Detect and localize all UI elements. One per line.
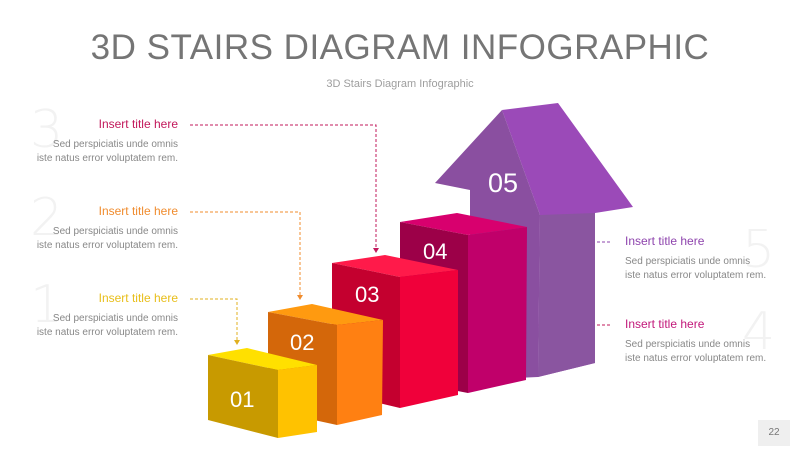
item-desc-line1: Sed perspiciatis unde omnis [625, 256, 751, 267]
item-1: Insert title here Sed perspiciatis unde … [20, 291, 178, 340]
item-4: Insert title here Sed perspiciatis unde … [625, 317, 785, 366]
big-number-4: 4 [742, 302, 776, 362]
item-title: Insert title here [625, 317, 705, 331]
step-label-03: 03 [355, 282, 379, 307]
item-desc-line2: iste natus error voluptatem rem. [625, 270, 767, 281]
item-desc-line2: iste natus error voluptatem rem. [36, 327, 178, 338]
item-desc-line1: Sed perspiciatis unde omnis [52, 226, 178, 237]
item-desc-line1: Sed perspiciatis unde omnis [52, 313, 178, 324]
item-desc-line1: Sed perspiciatis unde omnis [625, 339, 751, 350]
big-number-5: 5 [742, 220, 776, 280]
big-number-1: 1 [30, 275, 64, 335]
item-desc-line2: iste natus error voluptatem rem. [36, 240, 178, 251]
step-label-05: 05 [488, 168, 518, 198]
item-3: Insert title here Sed perspiciatis unde … [20, 117, 178, 166]
page-title: 3D STAIRS DIAGRAM INFOGRAPHIC [90, 28, 710, 67]
item-title: Insert title here [98, 117, 178, 131]
item-title: Insert title here [98, 291, 178, 305]
step-label-04: 04 [423, 239, 447, 264]
item-desc-line2: iste natus error voluptatem rem. [625, 353, 767, 364]
page-number: 22 [758, 420, 790, 446]
item-2: Insert title here Sed perspiciatis unde … [20, 204, 178, 253]
big-number-3: 3 [30, 100, 64, 160]
page-subtitle: 3D Stairs Diagram Infographic [326, 78, 474, 90]
item-desc-line1: Sed perspiciatis unde omnis [52, 139, 178, 150]
step-label-01: 01 [230, 387, 254, 412]
item-title: Insert title here [625, 234, 705, 248]
item-5: Insert title here Sed perspiciatis unde … [625, 234, 785, 283]
item-title: Insert title here [98, 204, 178, 218]
connector-2 [190, 211, 301, 295]
connector-3 [190, 124, 377, 248]
connector-1 [190, 298, 238, 340]
item-desc-line2: iste natus error voluptatem rem. [36, 153, 178, 164]
step-label-02: 02 [290, 330, 314, 355]
step-01-box [208, 348, 317, 438]
big-number-2: 2 [30, 188, 64, 248]
